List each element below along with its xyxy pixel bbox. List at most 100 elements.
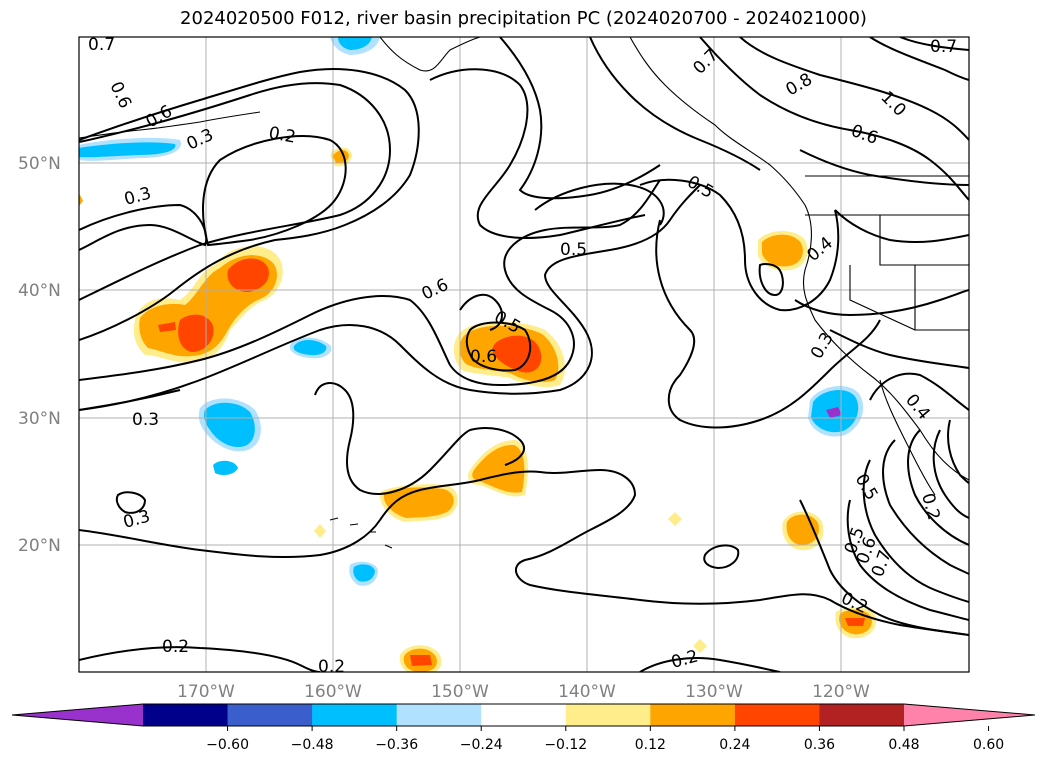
contour-line xyxy=(534,182,665,226)
coastlines xyxy=(79,37,969,549)
positive-anomaly-region xyxy=(762,234,803,267)
latitude-labels: 50°N 40°N 30°N 20°N xyxy=(18,154,61,556)
colorbar-extend-min xyxy=(12,704,143,726)
positive-anomaly-region xyxy=(472,444,525,493)
contour-line xyxy=(907,429,969,546)
colorbar-tick-label: 0.24 xyxy=(719,737,750,753)
negative-anomaly-region xyxy=(353,564,375,582)
positive-anomaly-region xyxy=(158,322,176,332)
contour-line xyxy=(465,321,532,372)
longitude-labels: 170°W 160°W 150°W 140°W 130°W 120°W xyxy=(177,682,870,702)
colorbar-tick-label: 0.12 xyxy=(635,737,666,753)
negative-anomaly-region xyxy=(338,37,372,50)
contour-line xyxy=(799,499,969,636)
positive-anomaly-region xyxy=(410,655,432,666)
lon-label: 120°W xyxy=(812,682,870,702)
contour-label: 0.7 xyxy=(930,37,957,57)
contour-line xyxy=(703,544,740,570)
negative-anomaly-region xyxy=(79,142,176,158)
contour-line xyxy=(79,389,969,636)
contour-line xyxy=(758,263,784,297)
contour-line xyxy=(869,37,969,81)
lon-label: 150°W xyxy=(431,682,489,702)
contour-line xyxy=(79,184,701,411)
baja-california-coastline xyxy=(879,379,936,496)
contour-line xyxy=(639,178,840,312)
contour-line xyxy=(846,499,969,621)
colorbar-segment xyxy=(481,704,567,726)
positive-anomaly-region xyxy=(492,335,542,373)
contour-line xyxy=(834,209,969,244)
alaska-coastline xyxy=(379,37,481,72)
contour-line xyxy=(314,382,525,495)
contour-line xyxy=(499,37,661,200)
colorbar-tick-label: −0.12 xyxy=(544,737,587,753)
contour-label: 0.5 xyxy=(560,240,587,260)
positive-anomaly-region xyxy=(314,524,326,538)
state-border xyxy=(805,214,969,331)
lon-label: 170°W xyxy=(177,682,235,702)
colorbar-tick-label: −0.48 xyxy=(291,737,334,753)
contour-line xyxy=(79,68,420,341)
contour-line xyxy=(202,135,347,247)
contour-line xyxy=(829,329,969,369)
contour-label: 0.6 xyxy=(470,347,497,367)
colorbar-tick-label: 0.60 xyxy=(973,737,1004,753)
contour-line xyxy=(79,179,661,387)
plot-title: 2024020500 F012, river basin precipitati… xyxy=(180,8,867,29)
colorbar-segment xyxy=(312,704,398,726)
colorbar-segment xyxy=(143,704,229,726)
shaded-anomaly-layer xyxy=(79,37,877,672)
contour-line xyxy=(115,491,147,514)
lat-label: 50°N xyxy=(18,154,61,174)
contour-line xyxy=(799,149,969,186)
colorbar-tick-label: −0.36 xyxy=(375,737,418,753)
colorbar-segment xyxy=(819,704,905,726)
positive-anomaly-region xyxy=(383,487,454,518)
colorbar-segment xyxy=(565,704,651,726)
contour-label: 0.7 xyxy=(88,35,115,55)
contour-line xyxy=(79,646,321,672)
contour-line xyxy=(79,82,392,301)
colorbar: −0.60 −0.48 −0.36 −0.24 −0.12 0.12 0.24 0.36 0.4… xyxy=(11,703,1036,753)
contour-line xyxy=(739,37,969,141)
contour-line xyxy=(589,37,761,171)
colorbar-segment xyxy=(734,704,820,726)
contour-line xyxy=(429,68,646,239)
colorbar-tick-label: 0.36 xyxy=(804,737,835,753)
colorbar-outline xyxy=(11,703,1036,727)
contour-line xyxy=(882,439,969,575)
lat-label: 40°N xyxy=(18,281,61,301)
contour-line xyxy=(862,459,969,603)
lat-label: 30°N xyxy=(18,409,61,429)
colorbar-tick-label: −0.24 xyxy=(460,737,503,753)
colorbar-segment xyxy=(396,704,482,726)
negative-anomaly-region xyxy=(204,402,255,448)
negative-anomaly-region xyxy=(293,340,327,356)
colorbar-segment xyxy=(227,704,313,726)
lon-label: 160°W xyxy=(304,682,362,702)
positive-anomaly-region xyxy=(845,618,865,626)
hawaii-islands xyxy=(329,517,393,549)
contour-line xyxy=(947,419,969,484)
lat-label: 20°N xyxy=(18,536,61,556)
contour-label: 0.2 xyxy=(162,637,189,657)
contour-line xyxy=(869,372,969,411)
north-america-coastline xyxy=(629,37,969,481)
contour-line xyxy=(79,203,208,251)
negative-anomaly-region xyxy=(213,460,238,476)
positive-anomaly-region xyxy=(693,639,707,653)
lon-label: 140°W xyxy=(558,682,616,702)
colorbar-tick-label: −0.60 xyxy=(206,737,249,753)
contour-line xyxy=(459,293,503,331)
contour-line xyxy=(639,657,781,672)
map-frame xyxy=(78,36,970,673)
contour-label: 0.3 xyxy=(132,410,159,430)
negative-anomaly-region xyxy=(826,407,842,418)
positive-anomaly-region xyxy=(178,314,214,352)
colorbar-extend-max xyxy=(904,704,1035,726)
contour-label: 0.2 xyxy=(318,657,345,677)
contour-line xyxy=(899,37,969,51)
positive-anomaly-region xyxy=(668,512,682,526)
